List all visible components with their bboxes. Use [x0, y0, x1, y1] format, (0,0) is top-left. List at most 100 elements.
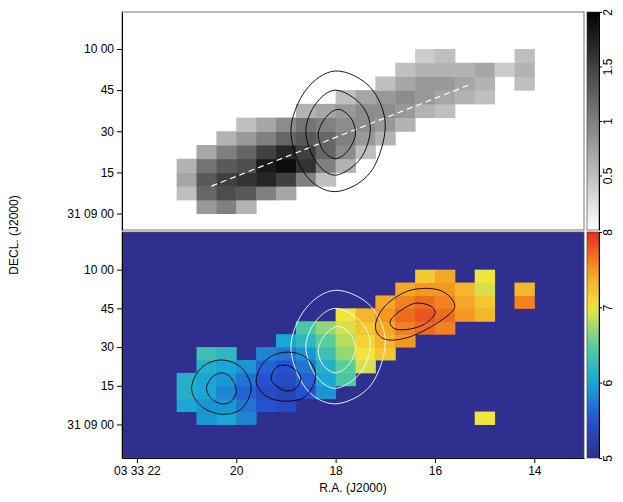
y-tick-label: 15: [101, 166, 115, 180]
cell: [236, 118, 256, 132]
plot-frame: [122, 232, 584, 458]
y-tick-label: 15: [101, 379, 115, 393]
plot-background: [122, 232, 584, 458]
colorbar-tick: 7: [599, 304, 615, 311]
cell: [435, 295, 455, 308]
cell: [415, 270, 435, 283]
chart: 10 0045301531 09 000.511.5210 0045301531…: [0, 0, 623, 502]
cell: [236, 360, 256, 373]
x-tick-mark: [236, 458, 237, 463]
cell: [395, 63, 415, 77]
x-axis-line: [123, 458, 585, 459]
cell: [316, 145, 336, 159]
cell: [435, 270, 455, 283]
cell: [455, 90, 475, 104]
cell: [216, 386, 236, 399]
cell: [296, 386, 316, 399]
cell: [336, 159, 356, 173]
colorbar-tick-label: 1: [601, 118, 615, 125]
cell: [236, 386, 256, 399]
cell: [177, 186, 197, 200]
cell: [256, 118, 276, 132]
cell: [197, 360, 217, 373]
contour: [318, 326, 355, 372]
cell: [475, 283, 495, 296]
x-tick-mark: [435, 458, 436, 463]
cell: [256, 347, 276, 360]
x-axis: 03 33 2220181614: [114, 458, 584, 478]
y-tick-mark: [117, 49, 122, 50]
x-tick: 20: [230, 458, 244, 478]
y-axis-line: [122, 233, 123, 459]
cell: [475, 63, 495, 77]
cell: [216, 186, 236, 200]
cell: [197, 412, 217, 425]
cell: [216, 145, 236, 159]
y-tick-mark: [117, 131, 122, 132]
contour: [390, 303, 435, 330]
cell: [216, 131, 236, 145]
cell: [177, 159, 197, 173]
y-tick: 10 00: [84, 42, 122, 56]
colorbar-tick: 6: [599, 380, 615, 387]
contour: [291, 71, 385, 192]
data-layer: [177, 49, 535, 214]
cell: [236, 412, 256, 425]
colorbar-tick: 0.5: [599, 167, 615, 184]
cell: [415, 104, 435, 118]
plot-background: [122, 12, 584, 230]
colorbar: [587, 232, 599, 458]
cell: [296, 104, 316, 118]
cell: [197, 186, 217, 200]
cell: [256, 373, 276, 386]
cell: [395, 118, 415, 132]
cell: [276, 159, 296, 173]
cell: [216, 200, 236, 214]
cell: [316, 360, 336, 373]
cell: [276, 186, 296, 200]
cell: [455, 283, 475, 296]
cell: [276, 172, 296, 186]
colorbar: [587, 12, 599, 230]
x-axis-title: R.A. (J2000): [319, 481, 386, 495]
contour: [192, 360, 252, 414]
colorbar-tick: 2: [599, 9, 615, 16]
cell: [336, 373, 356, 386]
cell: [197, 159, 217, 173]
cell: [197, 347, 217, 360]
x-tick-mark: [336, 458, 337, 463]
y-tick-mark: [117, 214, 122, 215]
cell: [435, 76, 455, 90]
cell: [355, 347, 375, 360]
y-tick-mark: [117, 172, 122, 173]
cell: [276, 347, 296, 360]
y-tick-label: 45: [101, 83, 115, 97]
colorbar-axis-line: [599, 233, 600, 459]
cell: [514, 283, 534, 296]
contour: [375, 288, 454, 340]
panel: 10 0045301531 09 005678: [67, 229, 615, 462]
contour: [306, 90, 371, 175]
contour: [206, 373, 236, 404]
cell: [236, 131, 256, 145]
cell: [375, 76, 395, 90]
cell: [336, 360, 356, 373]
cell: [276, 118, 296, 132]
x-tick-label: 16: [429, 464, 443, 478]
cell: [395, 76, 415, 90]
contour: [256, 352, 316, 401]
cell: [296, 159, 316, 173]
cell: [336, 145, 356, 159]
cell: [415, 283, 435, 296]
cell: [395, 90, 415, 104]
cell: [236, 200, 256, 214]
x-tick-mark: [137, 458, 138, 463]
cell: [256, 386, 276, 399]
y-tick-label: 10 00: [84, 42, 114, 56]
cell: [216, 399, 236, 412]
cell: [395, 321, 415, 334]
cell: [236, 159, 256, 173]
y-tick: 45: [101, 302, 122, 316]
cell: [355, 360, 375, 373]
colorbar-tick-label: 5: [601, 455, 615, 462]
